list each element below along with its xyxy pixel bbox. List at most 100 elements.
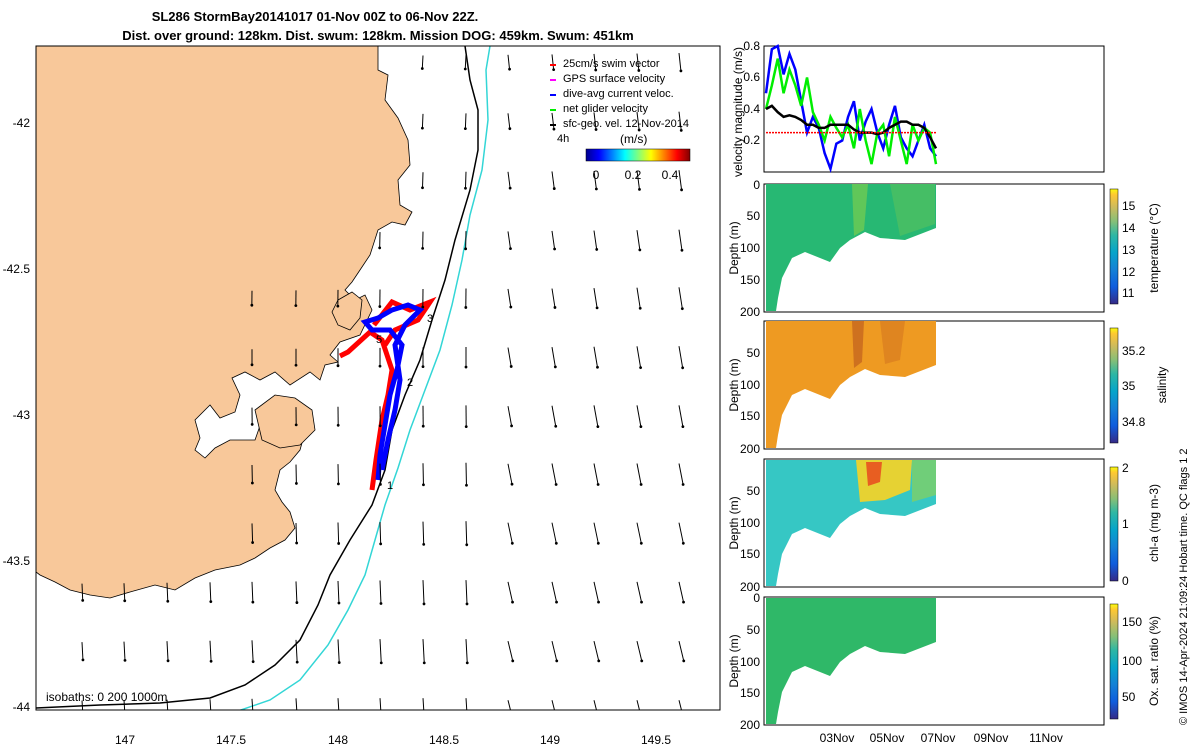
geo-arrow-head <box>294 482 298 485</box>
salinity-panel: 50 100 150 200 Depth (m) 34.8 35 35.2 sa… <box>727 320 1169 456</box>
geo-arrow <box>507 522 513 544</box>
temp-warm-patch <box>852 184 868 236</box>
geo-arrow <box>379 522 382 544</box>
map-xtick: 148 <box>328 733 348 747</box>
geo-arrow <box>81 700 84 710</box>
geo-arrow <box>507 288 512 308</box>
sal-dark-patch-2 <box>880 321 905 364</box>
sal-yticks: 50 100 150 200 <box>740 346 760 456</box>
imos-footnote: © IMOS 14-Apr-2024 21:09:24 Hobart time.… <box>1178 448 1190 725</box>
depth-tick: 100 <box>740 241 760 255</box>
geo-arrow-head <box>210 719 213 722</box>
geo-arrow <box>123 641 126 661</box>
geo-arrow-head <box>378 424 382 428</box>
temp-cbar-tick: 11 <box>1122 286 1135 300</box>
geo-velocity-arrows <box>81 53 686 723</box>
geo-arrow-head <box>598 718 601 721</box>
ox-yticks: 0 50 100 150 200 <box>740 591 760 732</box>
geo-arrow-head <box>596 425 600 429</box>
geo-arrow-head <box>166 599 170 603</box>
depth-tick: 50 <box>747 484 761 498</box>
vel-ytick: 0.6 <box>743 70 760 84</box>
geo-arrow <box>551 640 558 662</box>
isobath-200m <box>36 46 479 709</box>
geo-arrow <box>295 522 298 544</box>
vel-ytick: 0.8 <box>743 39 760 53</box>
geo-arrow-head <box>552 187 556 190</box>
temp-cbar-tick: 15 <box>1122 199 1136 213</box>
geo-arrow-head <box>680 307 684 311</box>
geo-arrow-head <box>556 718 559 721</box>
geo-arrow-head <box>508 127 512 131</box>
geo-arrow <box>379 698 382 710</box>
chla-cbar-tick: 1 <box>1122 517 1129 531</box>
legend-swim: 25cm/s swim vector <box>563 58 660 70</box>
sal-cbar-label: salinity <box>1155 367 1169 404</box>
legend-net: net glider velocity <box>563 103 648 115</box>
geo-arrow <box>251 640 254 662</box>
geo-arrow-head <box>594 128 598 131</box>
geo-arrow <box>593 700 597 710</box>
geo-arrow-head <box>554 424 558 428</box>
geo-arrow <box>636 112 640 130</box>
geo-arrow-head <box>465 543 469 547</box>
geo-arrow-head <box>680 248 684 252</box>
geo-arrow-head <box>81 598 85 602</box>
geo-arrow-head <box>511 659 515 663</box>
geo-arrow <box>551 112 555 130</box>
geo-arrow-head <box>167 719 170 722</box>
geo-arrow <box>507 463 513 485</box>
geo-arrow-head <box>637 128 641 132</box>
geo-arrow-head <box>378 364 382 368</box>
geo-arrow-head <box>421 424 425 428</box>
geo-arrow-head <box>337 542 341 545</box>
geo-arrow <box>678 405 684 427</box>
geo-arrow-head <box>379 661 383 665</box>
four-hour-label: 4h <box>557 133 569 145</box>
depth-tick: 50 <box>747 346 761 360</box>
ox-ylabel: Depth (m) <box>727 634 741 687</box>
geo-arrow <box>251 581 254 603</box>
legend-geo: sfc-geo. vel. 12-Nov-2014 <box>563 118 689 130</box>
geo-arrow-head <box>336 304 340 308</box>
map-xtick: 147 <box>115 733 135 747</box>
depth-tick: 50 <box>747 209 761 223</box>
geo-arrow <box>551 230 556 250</box>
map-xtick: 147.5 <box>216 733 246 747</box>
geo-arrow-head <box>421 246 425 250</box>
geo-arrow <box>551 581 558 603</box>
geo-arrow <box>593 288 598 308</box>
depth-tick: 100 <box>740 378 760 392</box>
geo-arrow <box>166 699 169 710</box>
geo-arrow <box>422 639 425 663</box>
geo-arrow-head <box>422 542 426 546</box>
chla-green-band <box>912 460 936 502</box>
geo-arrow <box>593 463 599 485</box>
geo-arrow <box>678 700 682 710</box>
geo-arrow-head <box>336 423 340 427</box>
geo-arrow <box>379 580 382 604</box>
geo-arrow <box>551 463 557 485</box>
geo-arrow <box>422 698 425 710</box>
temp-cbar-tick: 14 <box>1122 221 1136 235</box>
geo-arrow-head <box>422 602 426 606</box>
legend-gps: GPS surface velocity <box>563 73 666 85</box>
geo-arrow-head <box>596 483 600 486</box>
geo-arrow-head <box>337 661 341 664</box>
geo-arrow-head <box>465 602 469 606</box>
geo-arrow <box>507 406 513 426</box>
depth-tick: 50 <box>747 623 761 637</box>
chla-bloom-core <box>866 462 882 486</box>
geo-arrow-head <box>294 363 298 367</box>
waypoint-3: 3 <box>427 313 433 325</box>
geo-arrow-head <box>123 599 127 603</box>
velocity-line-2 <box>765 104 938 149</box>
geo-arrow-head <box>553 365 557 369</box>
temp-warm-patch-2 <box>890 184 935 236</box>
geo-arrow-head <box>338 720 341 723</box>
colorbar-tick: 0 <box>593 168 600 182</box>
geo-arrow <box>678 581 685 603</box>
map-ytick: -43.5 <box>3 554 31 568</box>
geo-arrow-head <box>420 126 424 130</box>
land-island <box>331 291 363 331</box>
